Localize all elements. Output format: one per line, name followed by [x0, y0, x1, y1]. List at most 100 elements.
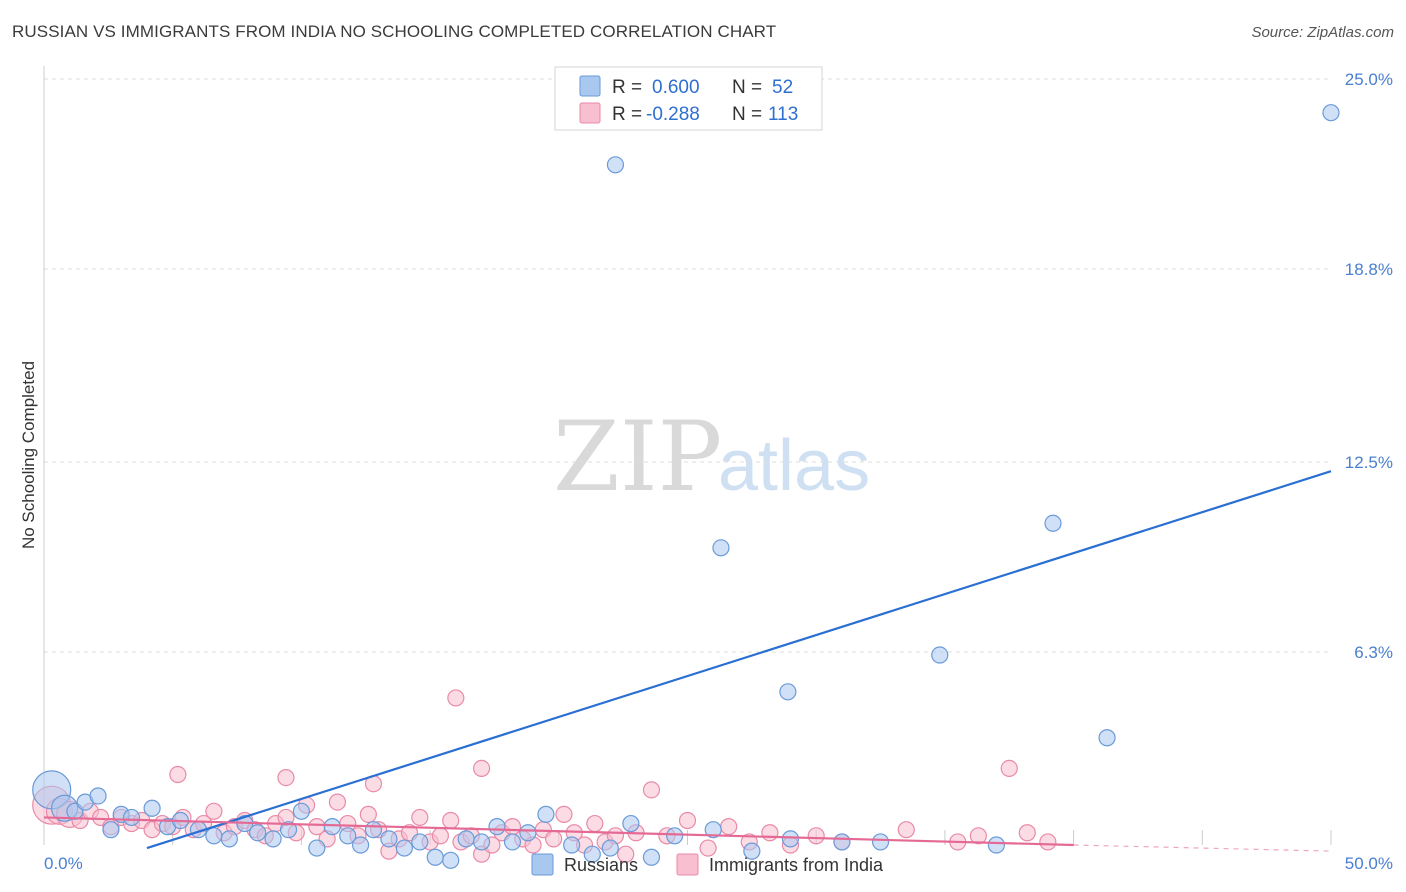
russian-point-26 [411, 833, 429, 851]
india-point-56 [617, 845, 635, 863]
india-point-74 [447, 689, 465, 707]
india-point-39 [442, 811, 460, 830]
india-point-53 [586, 814, 604, 833]
russian-point-52 [1098, 729, 1116, 747]
india-point-49 [545, 830, 563, 848]
russian-point-48 [712, 539, 730, 557]
series-legend: Russians Immigrants from India [531, 853, 884, 876]
russian-point-37 [601, 839, 619, 857]
y-tick-label-3: 25.0% [1345, 70, 1393, 89]
source-label: Source: ZipAtlas.com [1251, 24, 1394, 41]
bottom-legend-india: Immigrants from India [709, 855, 884, 875]
y-tick-label-0: 6.3% [1354, 643, 1393, 662]
russian-point-12 [205, 827, 223, 845]
legend-n-value-russians: 52 [772, 77, 793, 98]
legend-r-label-russians: R = [612, 77, 642, 98]
russian-point-22 [352, 836, 370, 854]
russian-point-15 [249, 824, 267, 842]
bottom-legend-swatch-india [676, 853, 699, 876]
russian-point-17 [279, 821, 298, 839]
russian-point-23 [364, 821, 383, 839]
watermark: ZIP atlas [553, 401, 870, 513]
india-point-60 [678, 811, 697, 830]
legend-r-value-india: -0.288 [646, 104, 700, 125]
russian-point-40 [666, 827, 684, 845]
india-point-38 [431, 827, 449, 845]
russian-point-4 [89, 787, 107, 805]
russian-point-31 [488, 818, 506, 836]
russian-point-8 [143, 799, 161, 817]
russian-point-24 [380, 830, 398, 848]
india-point-70 [969, 827, 987, 845]
russian-point-53 [1322, 104, 1340, 122]
bottom-legend-swatch-russians [531, 853, 554, 876]
y-axis-label: No Schooling Completed [19, 361, 38, 549]
india-point-64 [761, 824, 779, 842]
russian-point-41 [704, 821, 722, 839]
chart-title: RUSSIAN VS IMMIGRANTS FROM INDIA NO SCHO… [12, 22, 777, 41]
russian-point-44 [833, 833, 851, 851]
india-point-31 [359, 805, 377, 823]
india-point-78 [472, 759, 491, 778]
india-trend-line [43, 816, 1074, 847]
russian-point-46 [987, 836, 1005, 854]
russian-point-27 [426, 848, 444, 866]
russian-point-51 [1044, 514, 1062, 532]
russian-point-29 [457, 830, 475, 848]
russian-point-43 [781, 830, 800, 848]
russian-point-45 [871, 833, 890, 851]
watermark-atlas: atlas [718, 426, 870, 506]
india-point-72 [1018, 824, 1036, 842]
trend-lines [43, 470, 1332, 852]
russian-point-20 [323, 818, 341, 836]
russian-point-5 [102, 821, 120, 839]
gridlines [44, 78, 1331, 653]
india-point-71 [1000, 759, 1018, 778]
russians-trend-line [146, 470, 1332, 850]
russian-point-50 [931, 646, 949, 664]
india-point-77 [169, 765, 187, 784]
watermark-zip: ZIP [553, 401, 722, 513]
x-tick-label-0: 0.0% [44, 854, 83, 873]
russian-point-19 [308, 839, 326, 857]
legend-swatch-russians [579, 75, 601, 97]
legend-n-label-russians: N = [732, 77, 762, 98]
bottom-legend-russians: Russians [564, 855, 638, 875]
russian-point-25 [395, 839, 413, 857]
legend-n-value-india: 113 [768, 104, 798, 125]
russian-point-32 [503, 833, 522, 851]
india-point-16 [205, 802, 223, 820]
russian-point-18 [292, 802, 310, 820]
russian-point-49 [779, 683, 797, 701]
russian-point-33 [519, 824, 537, 842]
india-point-36 [411, 808, 429, 827]
india-point-61 [699, 839, 717, 857]
india-point-28 [328, 793, 347, 811]
tick-labels: 6.3% 12.5% 18.8% 25.0% 0.0% 50.0% [44, 70, 1393, 873]
legend-r-label-india: R = [612, 104, 642, 125]
india-point-73 [1039, 833, 1057, 851]
russian-point-47 [606, 156, 625, 174]
russian-point-34 [537, 805, 555, 823]
india-point-62 [720, 818, 738, 836]
russian-point-13 [220, 830, 238, 848]
x-tick-label-1: 50.0% [1345, 854, 1393, 873]
russian-point-21 [339, 827, 357, 845]
russian-point-39 [642, 848, 661, 866]
india-trend-line-extension [1073, 844, 1332, 852]
legend-n-label-india: N = [732, 104, 762, 125]
russian-point-7 [122, 808, 141, 827]
india-point-76 [277, 768, 295, 787]
russian-point-35 [563, 836, 581, 854]
india-point-66 [807, 827, 825, 845]
y-tick-label-1: 12.5% [1345, 453, 1393, 472]
india-point-58 [642, 781, 661, 799]
russian-point-38 [622, 814, 640, 833]
russian-points [32, 104, 1340, 869]
legend-swatch-india [579, 102, 601, 124]
india-point-50 [555, 805, 573, 823]
russian-point-30 [472, 833, 491, 851]
russian-point-42 [743, 842, 761, 860]
russian-point-28 [442, 851, 460, 869]
